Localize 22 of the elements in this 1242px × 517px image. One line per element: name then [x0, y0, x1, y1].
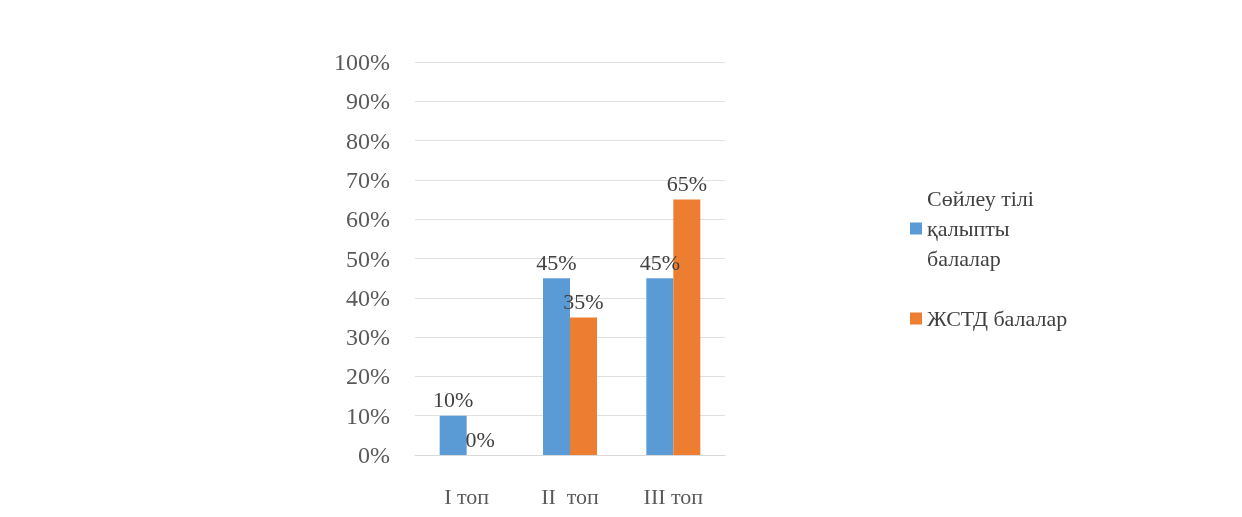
x-tick-label: I топ [444, 483, 490, 509]
bar [646, 278, 674, 455]
y-tick-label: 80% [346, 127, 390, 154]
y-tick-label: 0% [358, 442, 390, 468]
y-tick-label: 40% [346, 284, 390, 311]
y-tick-label: 30% [346, 324, 390, 351]
data-label: 65% [666, 171, 707, 197]
data-label: 45% [536, 249, 577, 275]
y-tick-label: 10% [346, 402, 390, 429]
y-tick-label: 70% [346, 166, 390, 193]
y-tick-label: 50% [346, 245, 390, 272]
x-tick-label: II топ [541, 483, 600, 509]
y-tick-label: 20% [346, 363, 390, 390]
y-tick-label: 100% [334, 49, 390, 75]
x-tick-label: III топ [643, 483, 704, 509]
bar [570, 317, 597, 455]
data-label: 10% [433, 387, 474, 413]
legend-label: ЖСТД балалар [927, 306, 1068, 331]
legend-label: Сөйлеу тілі қалыпты балалар [927, 186, 1040, 271]
bar [439, 415, 467, 455]
y-tick-label: 60% [346, 206, 390, 233]
y-tick-label: 90% [346, 88, 390, 115]
